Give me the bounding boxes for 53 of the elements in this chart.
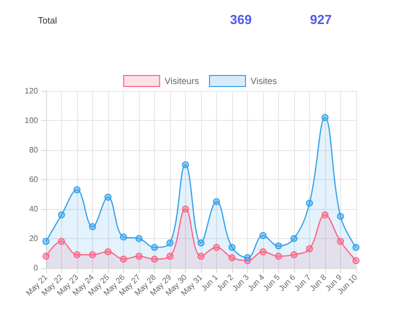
point	[104, 194, 112, 201]
point	[182, 206, 189, 212]
y-tick-label: 120	[24, 86, 39, 96]
point	[290, 235, 298, 242]
y-tick-label: 0	[34, 264, 39, 272]
point	[198, 239, 204, 246]
point	[136, 252, 142, 260]
point	[306, 245, 313, 252]
point	[136, 235, 142, 242]
y-tick-label: 20	[29, 234, 39, 243]
point	[120, 256, 127, 263]
point	[58, 238, 65, 245]
point	[213, 244, 220, 251]
point	[290, 251, 298, 258]
point	[104, 248, 112, 256]
point	[352, 257, 360, 264]
point	[151, 256, 158, 263]
point	[275, 242, 282, 250]
point	[166, 252, 174, 260]
point	[275, 252, 282, 260]
point	[198, 252, 204, 260]
point	[337, 212, 344, 220]
point	[182, 161, 189, 168]
point	[58, 211, 65, 218]
point	[166, 239, 174, 246]
legend-label: Visiteurs	[164, 76, 200, 86]
point	[322, 211, 328, 218]
point	[74, 186, 80, 194]
point	[352, 244, 360, 251]
point	[89, 251, 96, 258]
point	[74, 251, 80, 258]
point	[228, 244, 236, 251]
y-tick-label: 100	[24, 116, 39, 125]
text: 369	[230, 12, 252, 27]
y-tick-label: 60	[29, 175, 39, 184]
point	[120, 234, 127, 241]
legend-label: Visites	[250, 76, 278, 86]
point	[260, 232, 266, 240]
point	[42, 252, 50, 260]
point	[42, 238, 50, 245]
point	[337, 238, 344, 245]
text: 927	[310, 12, 332, 27]
point	[244, 254, 251, 262]
point	[228, 254, 236, 262]
point	[322, 114, 328, 122]
point	[213, 198, 220, 206]
text: Total	[38, 16, 58, 26]
point	[306, 200, 313, 207]
y-tick-label: 80	[29, 146, 39, 154]
point	[260, 248, 266, 256]
point	[89, 223, 96, 230]
y-tick-label: 40	[29, 204, 39, 214]
point	[151, 244, 158, 251]
